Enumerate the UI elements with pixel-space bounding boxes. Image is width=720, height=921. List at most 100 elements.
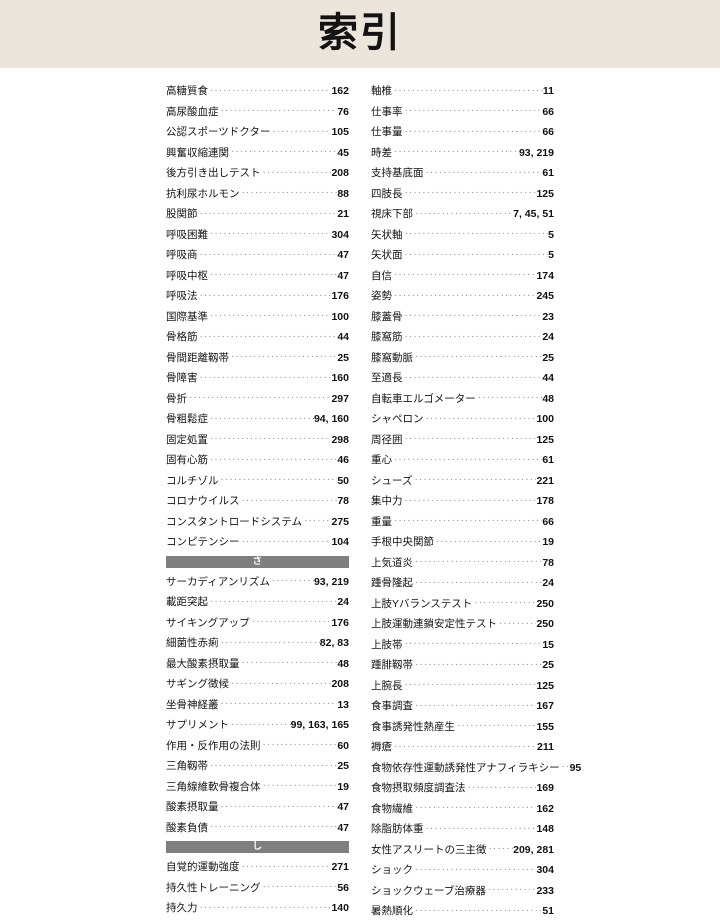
index-entry[interactable]: 集中力·····································… [371, 490, 554, 511]
index-entry[interactable]: 国際基準····································… [166, 306, 349, 327]
index-entry[interactable]: コンスタントロードシステム···························… [166, 511, 349, 532]
index-entry[interactable]: ショック····································… [371, 859, 554, 880]
index-entry[interactable]: 周径囲·····································… [371, 429, 554, 450]
index-entry[interactable]: コンピテンシー·································… [166, 531, 349, 552]
index-entry[interactable]: 女性アスリートの三主徴·····························… [371, 839, 554, 860]
index-entry[interactable]: 骨障害·····································… [166, 367, 349, 388]
index-entry[interactable]: 骨折······································… [166, 388, 349, 409]
index-entry[interactable]: 上肢帯·····································… [371, 634, 554, 655]
index-entry[interactable]: 三角線維軟骨複合体·······························… [166, 776, 349, 797]
index-entry-page-number: 15 [542, 638, 554, 651]
index-entry[interactable]: 抗利尿ホルモン·································… [166, 183, 349, 204]
index-entry[interactable]: 細菌性赤痢···································… [166, 632, 349, 653]
index-entry[interactable]: 時差······································… [371, 142, 554, 163]
index-entry[interactable]: 食事調査····································… [371, 695, 554, 716]
index-entry-page-number: 60 [337, 739, 349, 752]
index-entry[interactable]: 矢状面·····································… [371, 244, 554, 265]
index-entry[interactable]: 坐骨神経叢···································… [166, 694, 349, 715]
index-entry[interactable]: 自転車エルゴメーター······························… [371, 388, 554, 409]
index-entry[interactable]: コルチゾル···································… [166, 470, 349, 491]
index-entry[interactable]: 作用・反作用の法則·······························… [166, 735, 349, 756]
index-entry-term: 股関節 [166, 208, 198, 220]
index-entry[interactable]: 食事誘発性熱産生································… [371, 716, 554, 737]
index-entry[interactable]: 支持基底面···································… [371, 162, 554, 183]
index-entry[interactable]: 踵骨隆起····································… [371, 572, 554, 593]
index-entry[interactable]: 固定処置····································… [166, 429, 349, 450]
index-entry[interactable]: 食物摂取頻度調査法·······························… [371, 777, 554, 798]
index-entry-leader-dots: ········································… [404, 106, 543, 116]
index-entry[interactable]: シューズ····································… [371, 470, 554, 491]
index-entry[interactable]: 三角靱帯····································… [166, 755, 349, 776]
index-entry[interactable]: ショックウェーブ治療器·····························… [371, 880, 554, 901]
index-entry[interactable]: 褥瘡······································… [371, 736, 554, 757]
index-entry[interactable]: 食物繊維····································… [371, 798, 554, 819]
index-entry[interactable]: 至適長·····································… [371, 367, 554, 388]
index-entry[interactable]: 手根中央関節··································… [371, 531, 554, 552]
index-entry[interactable]: 骨粗鬆症····································… [166, 408, 349, 429]
index-entry[interactable]: 酸素負債····································… [166, 817, 349, 838]
index-entry[interactable]: 後方引き出しテスト·······························… [166, 162, 349, 183]
index-entry[interactable]: 上肢Yバランステスト······························… [371, 593, 554, 614]
index-entry[interactable]: 呼吸中枢····································… [166, 265, 349, 286]
index-entry[interactable]: サプリメント··································… [166, 714, 349, 735]
index-entry[interactable]: 骨間距離靱帯··································… [166, 347, 349, 368]
index-entry-page-number: 125 [536, 679, 554, 692]
index-entry[interactable]: コロナウイルス·································… [166, 490, 349, 511]
index-entry-term: 至適長 [371, 372, 403, 384]
index-entry[interactable]: 呼吸法·····································… [166, 285, 349, 306]
index-entry-page-number: 25 [542, 351, 554, 364]
section-header-し: し [166, 841, 349, 853]
index-entry[interactable]: 踵腓靱帯····································… [371, 654, 554, 675]
index-entry-page-number: 19 [542, 536, 554, 548]
index-entry[interactable]: 姿勢······································… [371, 285, 554, 306]
index-entry[interactable]: 持久力·····································… [166, 897, 349, 918]
index-entry-leader-dots: ········································… [199, 290, 332, 301]
index-entry[interactable]: 興奮収縮連関··································… [166, 142, 349, 163]
index-entry[interactable]: 自信······································… [371, 265, 554, 286]
index-entry[interactable]: 暑熱順化····································… [371, 900, 554, 921]
index-entry[interactable]: 仕事率·····································… [371, 101, 554, 122]
index-entry[interactable]: 呼吸商·····································… [166, 244, 349, 265]
index-entry[interactable]: 上腕長·····································… [371, 675, 554, 696]
index-entry[interactable]: 固有心筋····································… [166, 449, 349, 470]
index-entry-leader-dots: ········································… [415, 577, 542, 588]
index-entry[interactable]: 重量······································… [371, 511, 554, 532]
index-entry-page-number: 304 [331, 228, 349, 241]
index-entry[interactable]: 食物依存性運動誘発性アナフィラキシー······················… [371, 757, 581, 778]
index-entry[interactable]: 上気道炎····································… [371, 552, 554, 573]
index-entry[interactable]: 骨格筋·····································… [166, 326, 349, 347]
index-entry[interactable]: サイキングアップ································… [166, 612, 349, 633]
index-entry[interactable]: 公認スポーツドクター······························… [166, 121, 349, 142]
index-entry[interactable]: 自覚的運動強度·································… [166, 856, 349, 877]
index-entry[interactable]: サギング徴候··································… [166, 673, 349, 694]
index-entry-leader-dots: ········································… [241, 536, 332, 547]
index-entry[interactable]: 仕事量·····································… [371, 121, 554, 142]
index-entry-page-number: 93, 219 [518, 146, 554, 159]
index-entry[interactable]: 矢状軸·····································… [371, 224, 554, 245]
index-entry[interactable]: 上肢運動連鎖安定性テスト····························… [371, 613, 554, 634]
index-entry[interactable]: サーカディアンリズム······························… [166, 571, 349, 592]
index-entry[interactable]: 膝蓋骨·····································… [371, 306, 554, 327]
index-entry-page-number: 176 [331, 616, 349, 629]
index-entry[interactable]: 四肢長·····································… [371, 183, 554, 204]
index-entry[interactable]: 軸椎······································… [371, 80, 554, 101]
index-entry[interactable]: 除脂肪体重···································… [371, 818, 554, 839]
index-entry[interactable]: 視床下部····································… [371, 203, 554, 224]
index-entry[interactable]: 載距突起····································… [166, 591, 349, 612]
index-entry-page-number: 304 [536, 864, 554, 876]
index-entry[interactable]: 呼吸困難····································… [166, 224, 349, 245]
index-entry[interactable]: 膝窩動脈····································… [371, 347, 554, 368]
index-entry[interactable]: 高糖質食····································… [166, 80, 349, 101]
index-entry[interactable]: 酸素摂取量···································… [166, 796, 349, 817]
index-entry[interactable]: シャペロン···································… [371, 408, 554, 429]
index-entry[interactable]: 膝窩筋·····································… [371, 326, 554, 347]
index-entry-page-number: 209, 281 [513, 843, 554, 856]
index-entry-page-number: 47 [337, 269, 349, 282]
index-entry[interactable]: 高尿酸血症···································… [166, 101, 349, 122]
index-entry[interactable]: 股関節·····································… [166, 203, 349, 224]
index-entry-term: 重量 [371, 515, 392, 528]
index-entry[interactable]: 持久性トレーニング·······························… [166, 877, 349, 898]
index-entry-page-number: 94, 160 [313, 413, 349, 425]
index-entry[interactable]: 最大酸素摂取量·································… [166, 653, 349, 674]
index-entry[interactable]: 重心······································… [371, 449, 554, 470]
